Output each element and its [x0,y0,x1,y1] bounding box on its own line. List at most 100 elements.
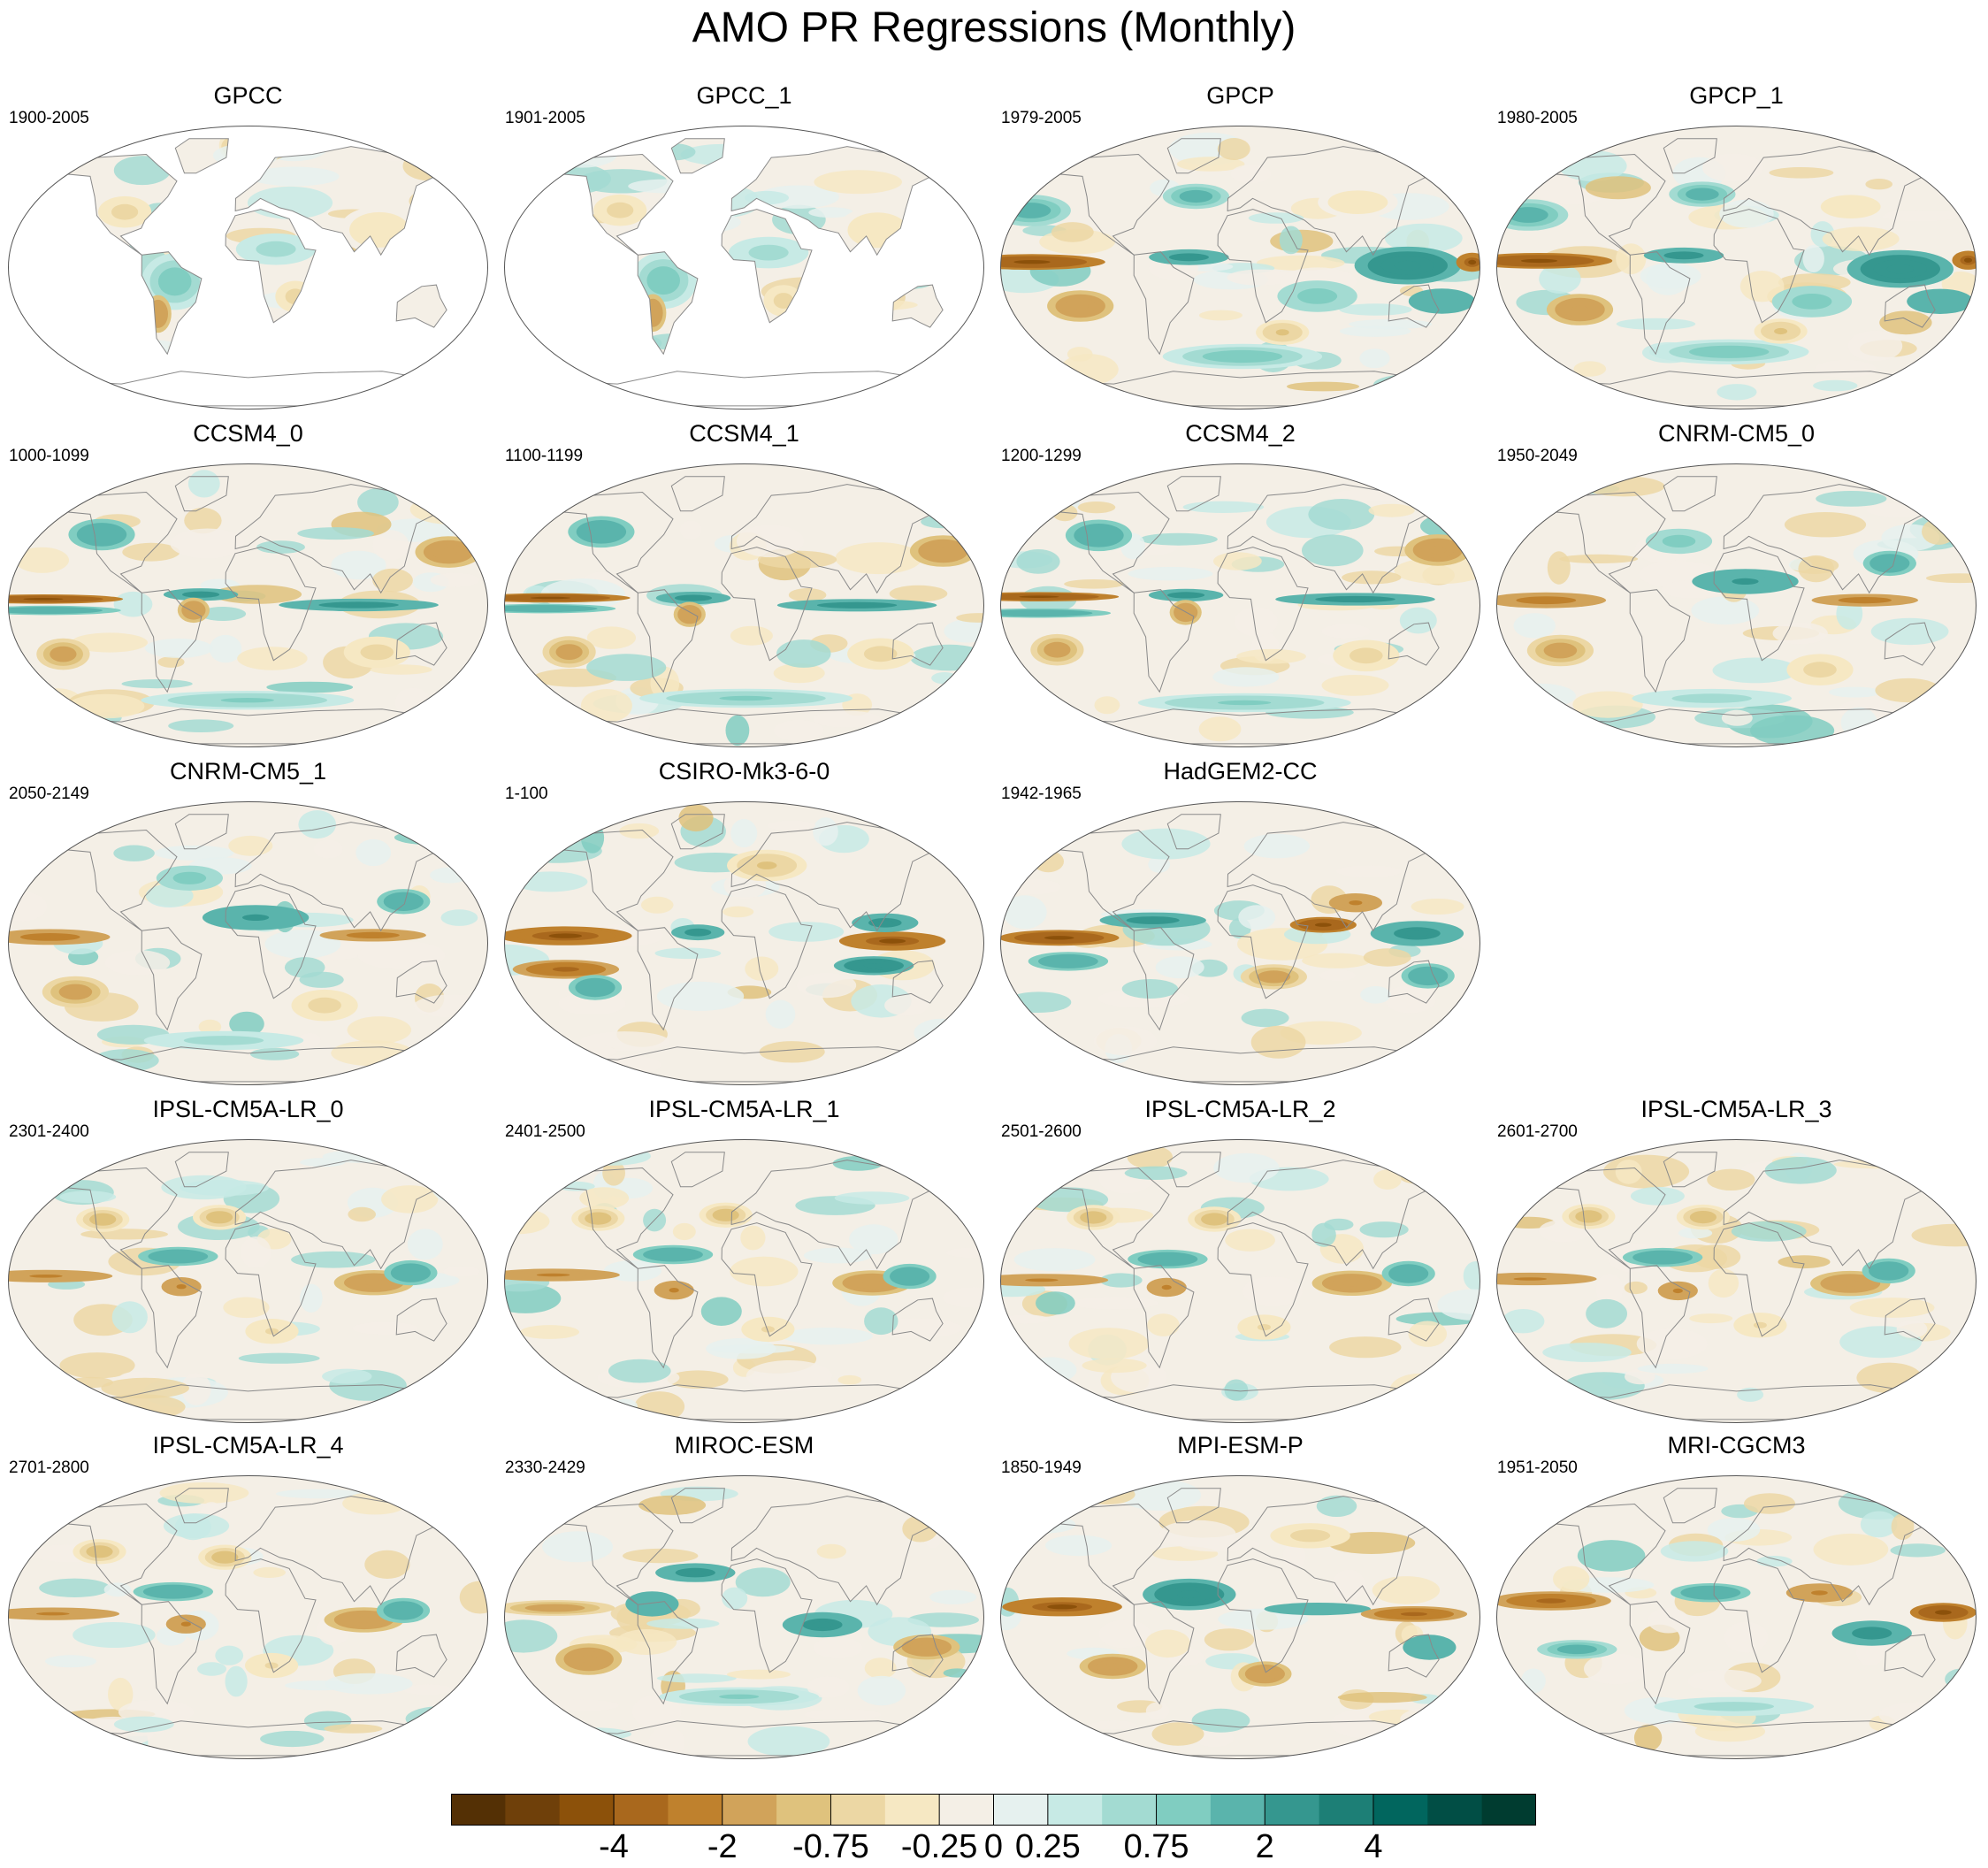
coastline-south-america [1133,927,1195,1031]
field-blob [864,1307,898,1336]
panel-period: 1200-1299 [1001,447,1082,465]
coastline-europe-asia [730,822,938,932]
coastline-greenland [1166,476,1221,512]
field-feature [1013,260,1051,264]
coastline-australia [891,1634,944,1678]
field-feature [903,1273,917,1280]
field-blob [1802,245,1824,272]
field-blob [1411,899,1464,915]
field-feature [1714,1703,1755,1710]
field-blob [253,1566,287,1578]
field-feature [369,224,390,236]
field-blob [832,1156,883,1171]
coastline-europe-asia [234,1496,442,1606]
colorbar-swatch [1265,1794,1320,1826]
field-blob [1724,1621,1769,1653]
panel-period: 1950-2049 [1497,447,1578,465]
coastline-north-america [56,153,178,256]
field-feature [1179,255,1199,259]
field-blob [170,528,245,559]
field-blob [889,585,948,602]
field-blob [1339,303,1412,316]
field-blob [1360,986,1391,1004]
field-blob [1721,709,1753,726]
field-blob [914,1018,969,1047]
map-border [8,1475,488,1759]
coastline-australia [395,960,447,1004]
field-blob [1359,1221,1409,1238]
field-blob [229,1011,264,1037]
panel-period: 1942-1965 [1001,785,1082,803]
field-feature [756,861,777,869]
field-blob [1349,318,1433,330]
field-blob [1099,1273,1143,1288]
field-blob [1584,1653,1647,1685]
colorbar-swatch [722,1794,777,1826]
coastline-north-america [1048,153,1170,256]
field-feature [1304,1607,1331,1611]
field-feature [719,1694,760,1699]
coastline-greenland [174,814,229,850]
field-blob [1238,905,1276,930]
field-blob [1541,381,1596,402]
field-feature [536,1273,570,1277]
field-feature [1314,923,1332,927]
panel-title: GPCP_1 [1689,82,1784,109]
map-panel: GPCP_1 1980-2005 [1488,81,1984,417]
field-blob [381,1185,439,1213]
field-blob [730,1256,799,1287]
coastline-north-america [56,829,178,931]
panel-period: 2701-2800 [9,1458,89,1477]
field-blob [92,1049,159,1072]
map-panel: CSIRO-Mk3-6-0 1-100 [496,757,992,1093]
field-blob [725,715,750,746]
field-blob [1179,1536,1260,1552]
field-feature [1086,1213,1100,1221]
field-feature [1672,1288,1683,1294]
field-blob [1648,1607,1689,1634]
field-blob [956,613,984,623]
coastline-antarctica [53,1720,442,1757]
field-blob [71,632,148,653]
colorbar-tick-label: -0.75 [792,1828,869,1865]
coastline-africa [721,209,813,324]
field-blob [1332,1569,1365,1601]
field-blob [1553,1566,1590,1592]
field-blob [1155,956,1204,979]
field-feature [778,296,789,305]
field-blob [942,1287,984,1308]
coastline-greenland [1663,1488,1717,1524]
field-blob [1502,1309,1545,1334]
field-blob [788,588,827,602]
colorbar-swatch [668,1794,723,1826]
field-blob [1687,1669,1762,1693]
field-blob [1032,850,1064,873]
field-blob [443,1266,480,1277]
field-blob [1879,310,1932,335]
field-blob [1784,512,1867,538]
field-blob [237,647,308,670]
field-blob [1234,607,1278,637]
field-feature [1571,305,1588,314]
field-blob [1212,667,1280,687]
coastline-south-america [1133,1265,1195,1369]
page-title: AMO PR Regressions (Monthly) [692,4,1296,51]
field-feature [93,531,111,539]
coastline-greenland [1166,1152,1221,1188]
field-blob [1148,855,1171,873]
field-blob [700,1297,742,1326]
field-blob [776,639,831,668]
field-blob [656,1673,737,1683]
field-blob [59,1352,135,1379]
map-border [1000,1139,1480,1423]
field-feature [879,938,906,944]
coastline-south-america [141,927,203,1031]
field-feature [1104,1663,1121,1670]
field-blob [168,719,234,732]
field-blob [313,839,343,859]
panel-period: 1100-1199 [505,447,584,465]
panel-title: IPSL-CM5A-LR_3 [1640,1096,1832,1122]
field-feature [29,1275,63,1278]
field-blob [1798,555,1834,583]
coastline-south-america [637,927,699,1031]
